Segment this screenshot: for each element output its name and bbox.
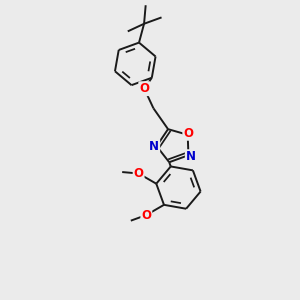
Text: N: N: [149, 140, 159, 153]
Text: O: O: [134, 167, 144, 180]
Text: N: N: [186, 150, 196, 163]
Text: O: O: [141, 208, 151, 221]
Text: O: O: [139, 82, 149, 95]
Text: O: O: [183, 127, 193, 140]
